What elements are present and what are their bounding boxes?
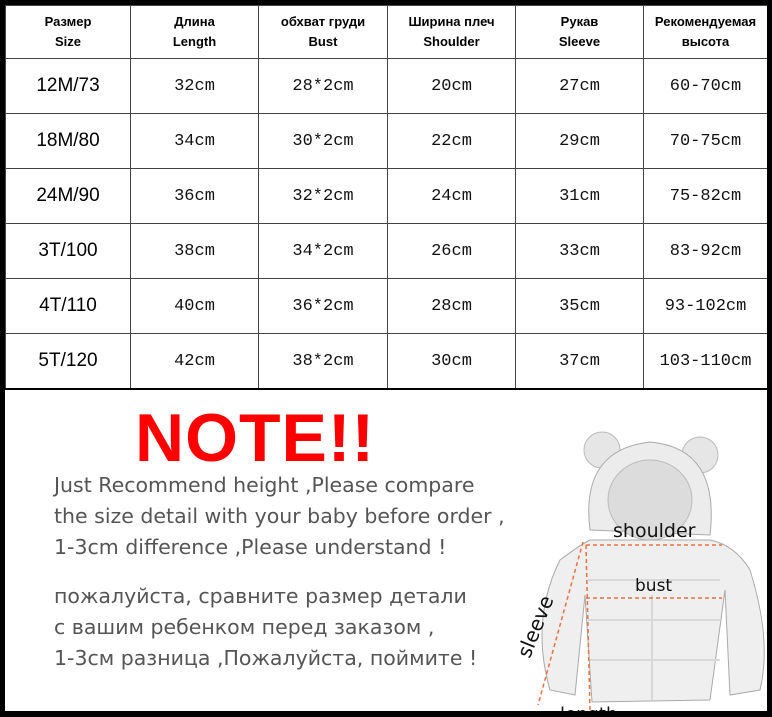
measurement-cell: 32cm (130, 58, 259, 114)
length-label: length (560, 704, 618, 717)
note-title: NOTE!! (135, 400, 376, 476)
measurement-cell: 34*2cm (258, 223, 388, 279)
measurement-cell: 28cm (387, 278, 516, 334)
column-header: Рукав Sleeve (515, 5, 644, 59)
measurement-cell: 30cm (387, 333, 516, 390)
measurement-cell: 28*2cm (258, 58, 388, 114)
header-ru: Рекомендуемая (654, 14, 757, 29)
header-ru: Длина (174, 14, 215, 29)
note-line: с вашим ребенком перед заказом , (54, 615, 435, 639)
size-cell: 3T/100 (5, 223, 131, 279)
size-cell: 4T/110 (5, 278, 131, 334)
note-line: пожалуйста, сравните размер детали (54, 584, 467, 608)
measurement-cell: 34cm (130, 113, 259, 169)
note-line: 1-3cm difference ,Please understand ! (54, 535, 447, 559)
measurement-cell: 22cm (387, 113, 516, 169)
table-row: 5T/120 42cm 38*2cm 30cm 37cm 103-110cm (5, 333, 767, 390)
table-header-row: Размер Size Длина Length обхват груди Bust Шир… (5, 5, 767, 59)
measurement-cell: 37cm (515, 333, 644, 390)
column-header: Рекомендуемая высота (643, 5, 767, 59)
measurement-cell: 40cm (130, 278, 259, 334)
measurement-cell: 29cm (515, 113, 644, 169)
header-en: Size (54, 34, 81, 49)
table-row: 4T/110 40cm 36*2cm 28cm 35cm 93-102cm (5, 278, 767, 334)
measurement-cell: 38cm (130, 223, 259, 279)
measurement-cell: 31cm (515, 168, 644, 224)
measurement-cell: 70-75cm (643, 113, 767, 169)
jacket-diagram: shoulder bust sleeve length (510, 420, 767, 717)
note-line: the size detail with your baby before or… (54, 504, 505, 528)
header-ru: обхват груди (280, 14, 366, 29)
table-row: 12M/73 32cm 28*2cm 20cm 27cm 60-70cm (5, 58, 767, 114)
header-en: Shoulder (423, 34, 480, 49)
header-en: высота (681, 34, 730, 49)
measurement-cell: 33cm (515, 223, 644, 279)
size-cell: 18M/80 (5, 113, 131, 169)
measurement-cell: 42cm (130, 333, 259, 390)
header-ru: Размер (44, 14, 92, 29)
column-header: Длина Length (130, 5, 259, 59)
measurement-cell: 20cm (387, 58, 516, 114)
size-table: Размер Size Длина Length обхват груди Bust Шир… (5, 5, 767, 390)
measurement-cell: 27cm (515, 58, 644, 114)
header-ru: Рукав (560, 14, 599, 29)
shoulder-label: shoulder (613, 520, 696, 542)
table-row: 18M/80 34cm 30*2cm 22cm 29cm 70-75cm (5, 113, 767, 169)
header-ru: Ширина плеч (408, 14, 495, 29)
table-row: 24M/90 36cm 32*2cm 24cm 31cm 75-82cm (5, 168, 767, 224)
column-header: обхват груди Bust (258, 5, 388, 59)
bust-label: bust (635, 576, 673, 596)
measurement-cell: 93-102cm (643, 278, 767, 334)
size-cell: 5T/120 (5, 333, 131, 390)
measurement-cell: 26cm (387, 223, 516, 279)
header-en: Bust (308, 34, 338, 49)
measurement-cell: 36*2cm (258, 278, 388, 334)
measurement-cell: 38*2cm (258, 333, 388, 390)
measurement-cell: 75-82cm (643, 168, 767, 224)
measurement-cell: 35cm (515, 278, 644, 334)
english-note: Just Recommend height ,Please compare th… (54, 470, 505, 563)
measurement-cell: 24cm (387, 168, 516, 224)
column-header: Ширина плеч Shoulder (387, 5, 516, 59)
measurement-cell: 30*2cm (258, 113, 388, 169)
measurement-cell: 36cm (130, 168, 259, 224)
measurement-cell: 32*2cm (258, 168, 388, 224)
column-header: Размер Size (5, 5, 131, 59)
measurement-cell: 83-92cm (643, 223, 767, 279)
size-cell: 24M/90 (5, 168, 131, 224)
jacket-illustration (537, 431, 765, 711)
russian-note: пожалуйста, сравните размер детали с ваш… (54, 581, 477, 674)
measurement-cell: 60-70cm (643, 58, 767, 114)
note-line: Just Recommend height ,Please compare (54, 473, 475, 497)
size-cell: 12M/73 (5, 58, 131, 114)
header-en: Length (172, 34, 217, 49)
note-line: 1-3см разница ,Пожалуйста, поймите ! (54, 646, 478, 670)
measurement-cell: 103-110cm (643, 333, 767, 390)
table-row: 3T/100 38cm 34*2cm 26cm 33cm 83-92cm (5, 223, 767, 279)
header-en: Sleeve (558, 34, 601, 49)
